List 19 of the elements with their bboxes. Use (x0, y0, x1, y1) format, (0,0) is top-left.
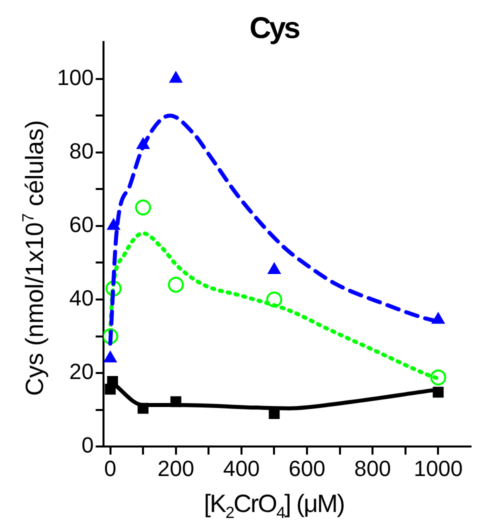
x-tick-label: 1000 (414, 456, 463, 481)
x-tick-label: 0 (104, 456, 116, 481)
chart-title: Cys (248, 12, 300, 46)
y-tick-label: 20 (69, 359, 94, 384)
point (135, 200, 152, 216)
y-tick-label: 60 (69, 212, 94, 237)
point (168, 276, 184, 293)
point (169, 71, 182, 83)
y-tick-label: 40 (69, 286, 94, 311)
x-tick-label: 400 (223, 456, 260, 481)
y-tick-label: 80 (69, 138, 94, 164)
x-axis-title: [K$_{2}$CrO$_{4}$] (μM) (202, 490, 346, 523)
y-tick-label: 0 (81, 432, 94, 458)
point (268, 262, 281, 274)
y-tick-label: 100 (56, 64, 94, 90)
point (106, 218, 120, 230)
x-tick-label: 200 (157, 456, 194, 481)
x-tick-label: 800 (354, 456, 391, 481)
x-tick-label: 600 (288, 456, 326, 481)
